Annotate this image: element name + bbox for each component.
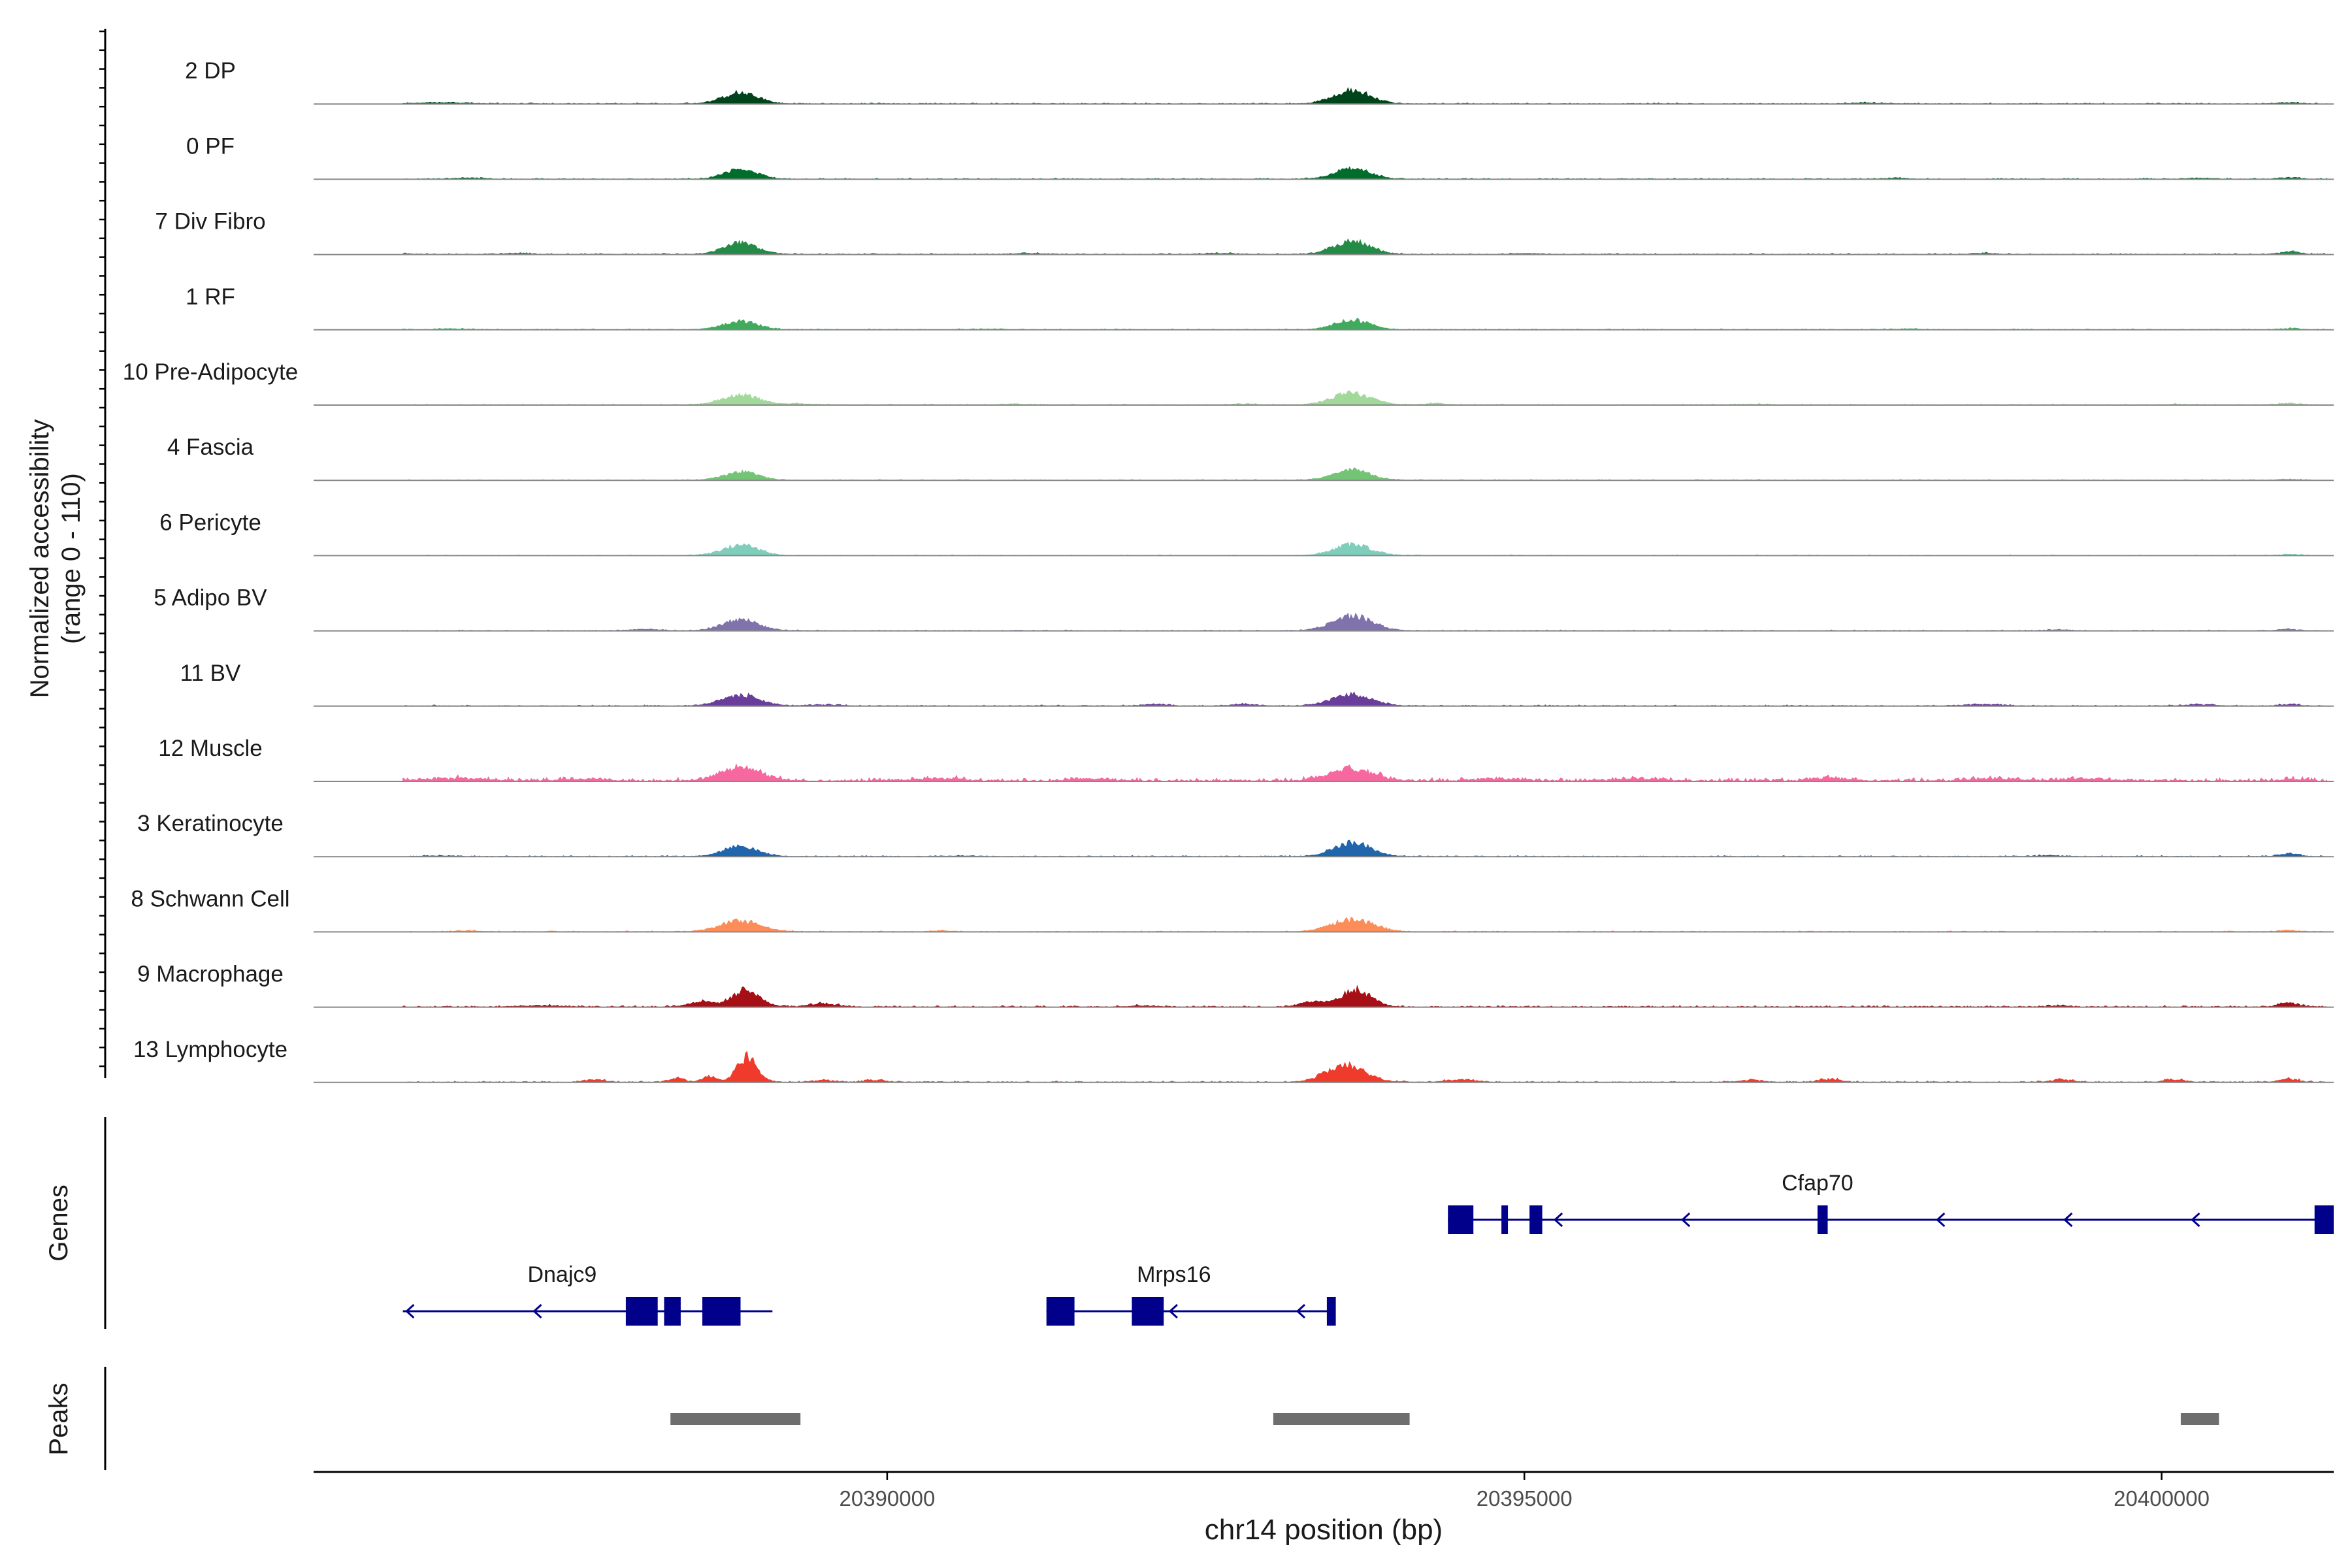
strand-arrow [1553,1212,1563,1228]
x-axis-title: chr14 position (bp) [1205,1514,1443,1546]
coverage-area [402,542,2327,556]
track-label: 10 Pre-Adipocyte [123,359,298,385]
track-label: 1 RF [186,284,235,310]
track-3-keratinocyte: 3 Keratinocyte [137,811,2334,858]
gene-name: Mrps16 [1137,1262,1211,1287]
gene-exon [2314,1205,2334,1234]
peak-region [2180,1413,2219,1425]
gene-mrps16: Mrps16 [1046,1262,1336,1326]
gene-exon [1046,1297,1075,1326]
strand-arrow [1296,1303,1306,1319]
track-13-lymphocyte: 13 Lymphocyte [133,1037,2334,1083]
coverage-area [402,390,2327,406]
coverage-area [402,612,2327,632]
gene-cfap70: Cfap70 [1448,1171,2334,1234]
strand-arrow [1680,1212,1691,1228]
strand-arrow [1936,1212,1946,1228]
coverage-area [402,691,2327,707]
track-label: 2 DP [185,58,236,84]
gene-exon [625,1297,658,1326]
gene-exon [664,1297,681,1326]
strand-arrow [2191,1212,2200,1228]
track-2-dp: 2 DP [185,58,2334,105]
track-label: 3 Keratinocyte [137,811,284,836]
strand-arrow [1168,1303,1178,1319]
track-9-macrophage: 9 Macrophage [137,962,2334,1008]
x-axis: chr14 position (bp) 20390000 20395000 2040… [314,1471,2334,1546]
gene-dnajc9: Dnajc9 [402,1262,773,1326]
track-4-fascia: 4 Fascia [167,434,2334,482]
coverage-area [402,318,2327,331]
peaks-track-label: Peaks [44,1382,73,1455]
gene-name: Cfap70 [1782,1171,1854,1196]
y-axis-title: Normalized accessibility (range 0 - 110) [25,419,86,698]
x-tick-label: 20395000 [1477,1486,1573,1511]
peaks-track: Peaks [44,1367,2219,1470]
strand-arrow [532,1303,542,1319]
coverage-area [402,985,2327,1008]
gene-exon [1326,1297,1336,1326]
track-label: 12 Muscle [158,736,263,761]
track-label: 8 Schwann Cell [131,886,289,911]
peak-region [1273,1413,1410,1425]
track-label: 5 Adipo BV [154,585,267,611]
track-label: 0 PF [186,133,235,159]
gene-exon [1501,1205,1509,1234]
genes-track-label: Genes [44,1184,73,1262]
track-label: 9 Macrophage [137,962,284,987]
track-label: 11 BV [180,661,241,686]
track-label: 4 Fascia [167,434,254,460]
x-tick-label: 20400000 [2114,1486,2210,1511]
coverage-area [402,87,2327,105]
coverage-area [402,1051,2327,1083]
coverage-area [402,238,2327,255]
coverage-area [402,840,2327,857]
coverage-area [402,917,2327,932]
track-1-rf: 1 RF [186,284,2334,331]
coverage-area [402,763,2327,783]
coverage-area [402,166,2327,180]
gene-exon [1448,1205,1474,1234]
gene-exon [1817,1205,1828,1234]
coverage-tracks: 2 DP 0 PF 7 Div Fibro 1 RF 10 Pre-Adipocyte 4… [123,58,2334,1083]
coverage-y-axis-ticks [99,30,105,1068]
coverage-area [402,467,2327,481]
track-6-pericyte: 6 Pericyte [159,510,2334,557]
gene-name: Dnajc9 [527,1262,596,1287]
strand-arrow [2063,1212,2073,1228]
track-7-div-fibro: 7 Div Fibro [155,209,2334,255]
track-8-schwann-cell: 8 Schwann Cell [131,886,2334,933]
gene-annotation-track: Genes Cfap70 Dnajc9 Mrps16 [44,1117,2334,1329]
track-label: 7 Div Fibro [155,209,265,235]
y-axis-title-line2: (range 0 - 110) [57,473,86,644]
track-0-pf: 0 PF [186,133,2334,180]
peak-region [670,1413,801,1425]
track-5-adipo-bv: 5 Adipo BV [154,585,2334,632]
gene-exon [1529,1205,1543,1234]
track-10-pre-adipocyte: 10 Pre-Adipocyte [123,359,2334,406]
track-11-bv: 11 BV [180,661,2334,707]
x-tick-label: 20390000 [839,1486,935,1511]
track-label: 6 Pericyte [159,510,261,535]
gene-exon [1132,1297,1164,1326]
track-12-muscle: 12 Muscle [158,736,2334,783]
y-axis-title-line1: Normalized accessibility [25,419,54,698]
strand-arrow [405,1303,415,1319]
track-label: 13 Lymphocyte [133,1037,287,1062]
gene-exon [702,1297,741,1326]
